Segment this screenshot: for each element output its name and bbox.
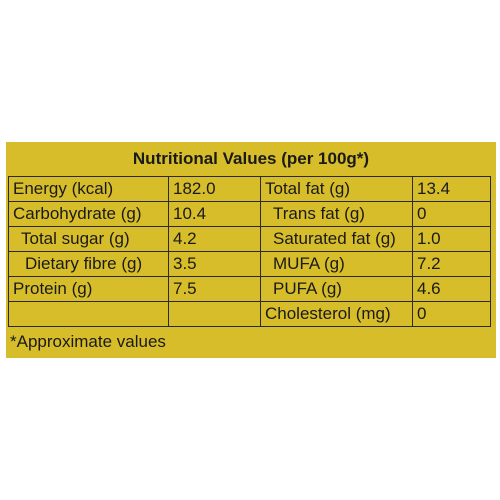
nutrient-label: Trans fat (g) [260,201,413,227]
nutrient-value: 7.2 [412,251,491,277]
nutrient-value: 0 [412,201,491,227]
nutrient-value [168,301,261,327]
nutrient-label: Total sugar (g) [8,226,169,252]
nutrient-label: Protein (g) [8,276,169,302]
panel-title: Nutritional Values (per 100g*) [132,149,370,168]
nutrient-value: 3.5 [168,251,261,277]
table-row: Protein (g) 7.5 PUFA (g) 4.6 [8,276,491,302]
nutrient-value: 4.2 [168,226,261,252]
nutrient-value: 7.5 [168,276,261,302]
nutrient-value: 0 [412,301,491,327]
table-row: Cholesterol (mg) 0 [8,301,491,327]
table-row: Dietary fibre (g) 3.5 MUFA (g) 7.2 [8,251,491,277]
nutrition-table: Energy (kcal) 182.0 Total fat (g) 13.4 C… [8,176,491,327]
nutrient-label: PUFA (g) [260,276,413,302]
table-row: Carbohydrate (g) 10.4 Trans fat (g) 0 [8,201,491,227]
nutrient-value: 10.4 [168,201,261,227]
nutrient-label [8,301,169,327]
table-row: Energy (kcal) 182.0 Total fat (g) 13.4 [8,176,491,202]
nutrient-value: 1.0 [412,226,491,252]
nutrient-label: Energy (kcal) [8,176,169,202]
nutrient-label: Saturated fat (g) [260,226,413,252]
nutrient-value: 13.4 [412,176,491,202]
nutrient-label: Carbohydrate (g) [8,201,169,227]
nutrient-label: Cholesterol (mg) [260,301,413,327]
nutrient-label: MUFA (g) [260,251,413,277]
nutrition-panel: Nutritional Values (per 100g*) Energy (k… [6,142,496,358]
footnote: *Approximate values [10,332,166,351]
table-row: Total sugar (g) 4.2 Saturated fat (g) 1.… [8,226,491,252]
nutrient-label: Total fat (g) [260,176,413,202]
nutrient-label: Dietary fibre (g) [8,251,169,277]
nutrient-value: 182.0 [168,176,261,202]
nutrient-value: 4.6 [412,276,491,302]
